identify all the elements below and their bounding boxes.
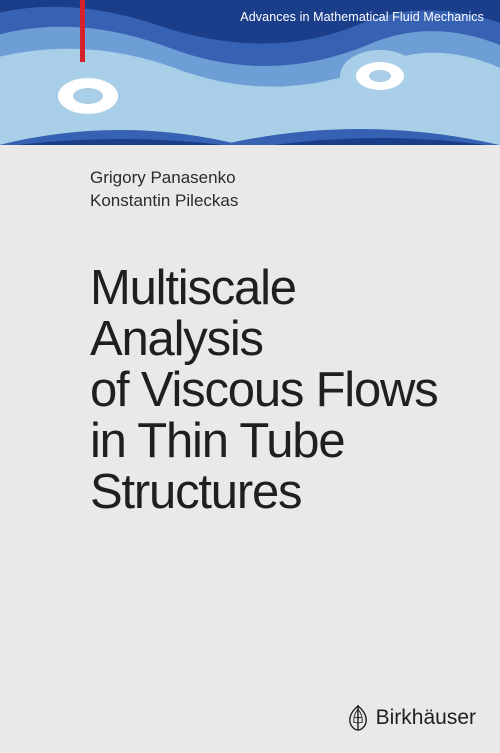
author-block: Grigory Panasenko Konstantin Pileckas bbox=[90, 167, 472, 213]
publisher-name: Birkhäuser bbox=[376, 706, 476, 730]
birkhauser-leaf-icon bbox=[346, 705, 370, 731]
series-banner: Advances in Mathematical Fluid Mechanics bbox=[0, 0, 500, 145]
author-name: Konstantin Pileckas bbox=[90, 190, 472, 213]
title-line: Multiscale bbox=[90, 261, 296, 315]
author-name: Grigory Panasenko bbox=[90, 167, 472, 190]
publisher-mark: Birkhäuser bbox=[346, 705, 476, 731]
book-cover: Advances in Mathematical Fluid Mechanics… bbox=[0, 0, 500, 753]
title-line: Structures bbox=[90, 465, 301, 519]
red-accent-bar bbox=[80, 0, 85, 62]
cover-lower: Grigory Panasenko Konstantin Pileckas Mu… bbox=[0, 145, 500, 753]
series-label: Advances in Mathematical Fluid Mechanics bbox=[240, 10, 484, 24]
book-title: Multiscale Analysis of Viscous Flows in … bbox=[90, 263, 472, 518]
title-line: of Viscous Flows bbox=[90, 363, 438, 417]
title-line: Analysis bbox=[90, 312, 263, 366]
title-line: in Thin Tube bbox=[90, 414, 344, 468]
